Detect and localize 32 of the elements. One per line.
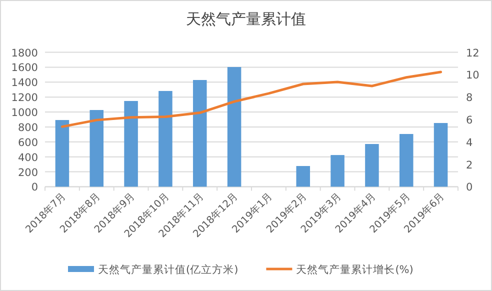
bar (90, 110, 104, 187)
y-tick-label: 1800 (11, 47, 38, 60)
bar (158, 90, 172, 187)
y-tick-label: 400 (18, 152, 38, 164)
bar (330, 155, 344, 187)
chart-title: 天然气产量累计值 (186, 10, 306, 28)
bar (227, 67, 242, 187)
y2-tick-label: 12 (466, 47, 480, 60)
legend-label: 天然气产量累计增长(%) (296, 263, 414, 276)
y-tick-label: 600 (18, 136, 38, 149)
y-tick-label: 0 (31, 182, 38, 194)
bar (296, 166, 310, 187)
y-tick-label: 1600 (11, 62, 38, 74)
y2-tick-label: 6 (466, 114, 473, 126)
y-tick-label: 200 (18, 166, 38, 179)
y-tick-label: 1200 (11, 92, 38, 104)
legend-label: 天然气产量累计值(亿立方米) (98, 263, 238, 276)
y2-tick-label: 10 (466, 70, 480, 82)
y2-tick-label: 0 (466, 182, 473, 194)
line-series (60, 70, 442, 128)
y2-tick-label: 4 (466, 136, 473, 149)
bar (399, 134, 414, 187)
y2-tick-label: 2 (466, 159, 473, 172)
bar (55, 120, 70, 187)
bar (192, 80, 207, 187)
y-tick-label: 800 (18, 122, 38, 134)
bar (365, 144, 379, 187)
y-tick-label: 1400 (11, 77, 38, 90)
y-tick-label: 1000 (11, 107, 38, 120)
y2-tick-label: 8 (466, 92, 473, 104)
bar (434, 123, 448, 187)
bar (124, 100, 138, 187)
